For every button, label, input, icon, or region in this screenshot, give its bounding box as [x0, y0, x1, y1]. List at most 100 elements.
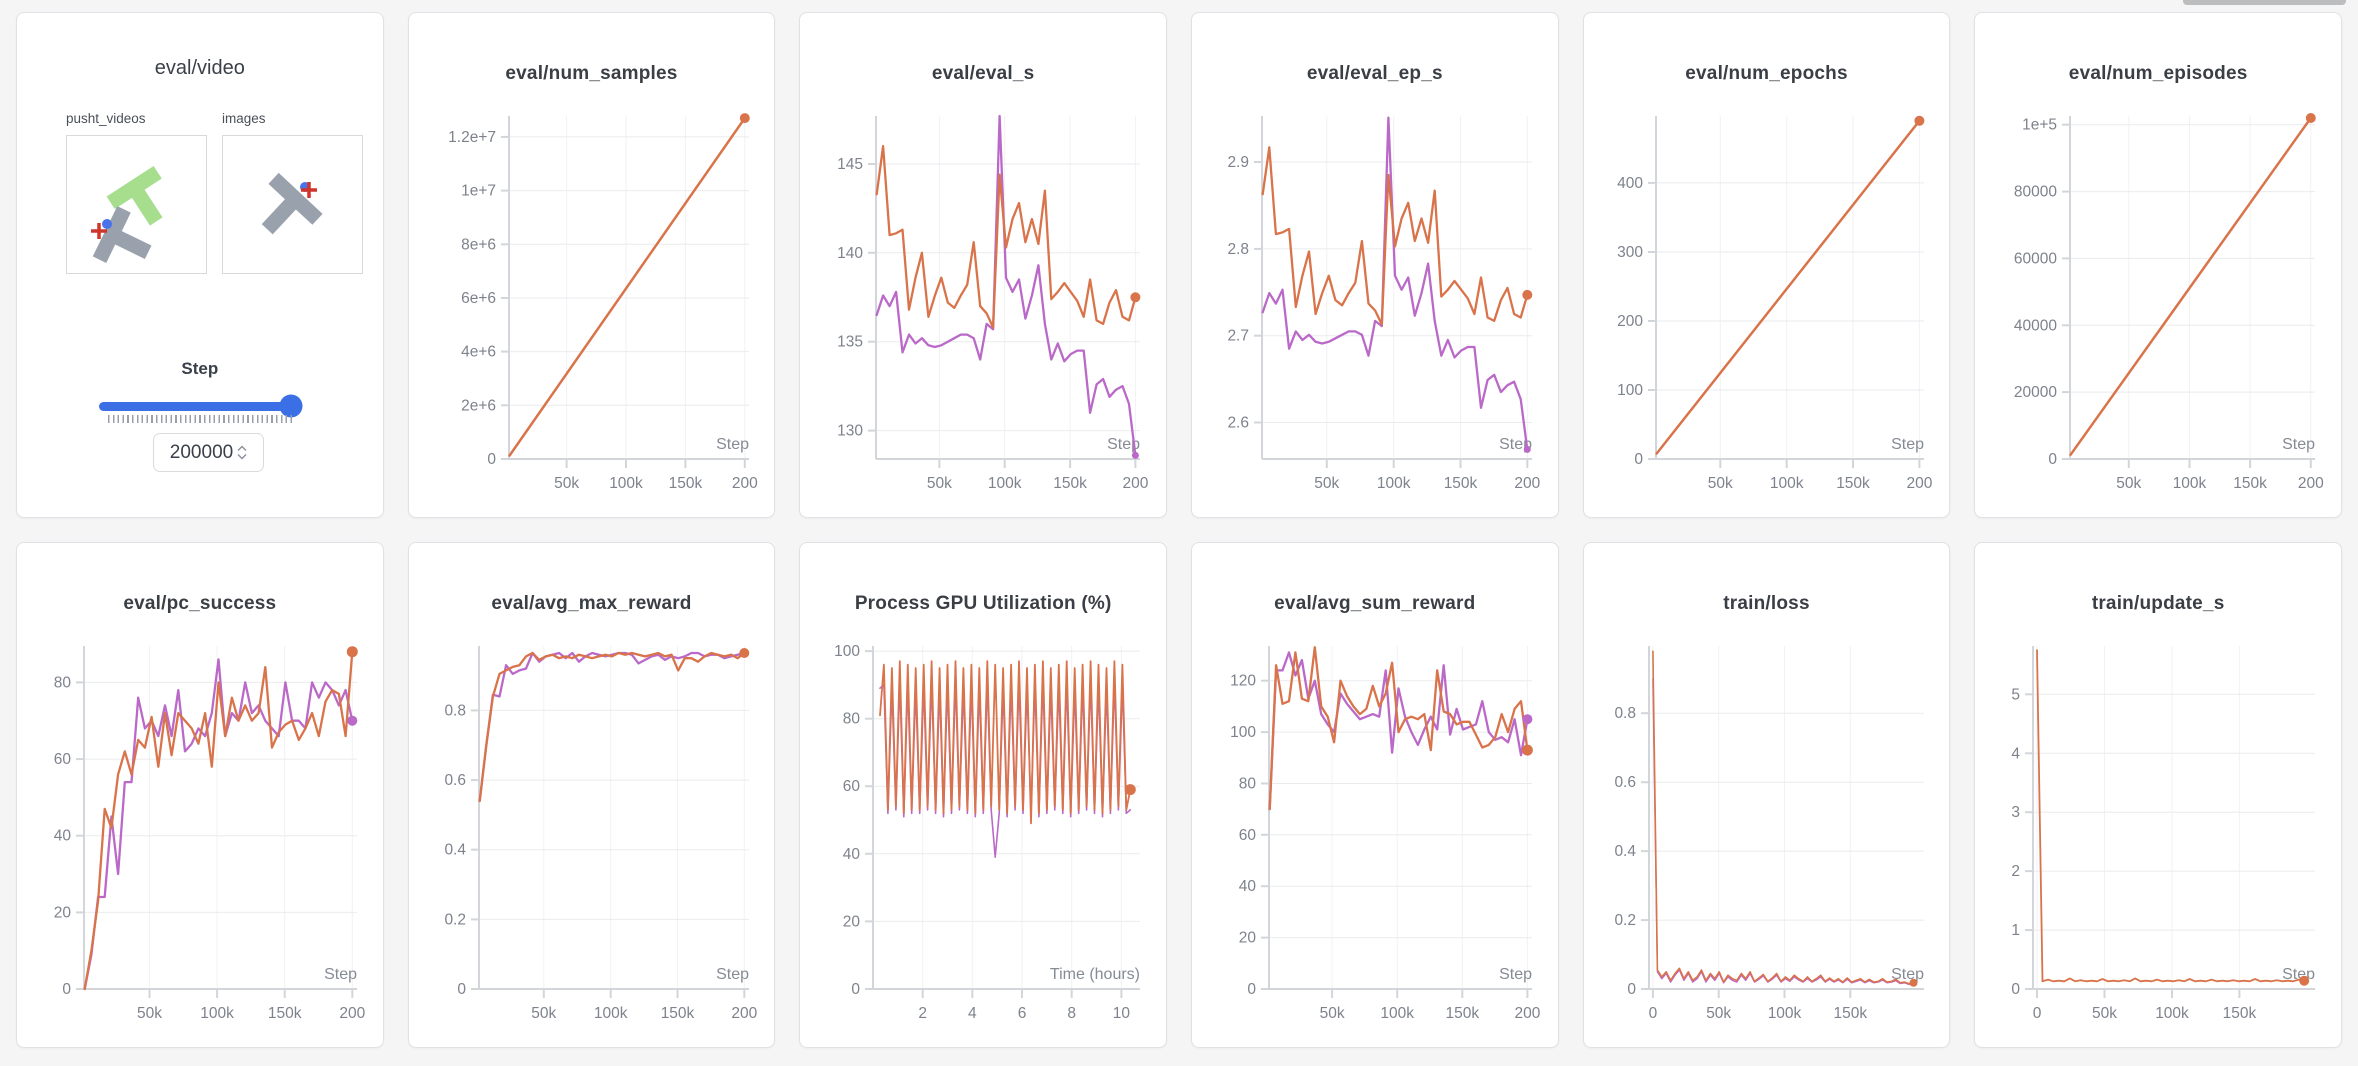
panel-eval-avg-sum-reward: eval/avg_sum_reward 50k 100k 150k 200 0 20 40 6…: [1190, 542, 1559, 1048]
step-stepper[interactable]: [237, 445, 247, 460]
svg-text:2.6: 2.6: [1227, 415, 1249, 432]
step-slider-track[interactable]: [99, 402, 301, 411]
svg-text:2.7: 2.7: [1227, 328, 1249, 345]
svg-text:20000: 20000: [2014, 384, 2057, 401]
chart-train-loss[interactable]: 0 50k 100k 150k 0 0.2 0.4 0.6 0.8 Step: [1584, 607, 1950, 1041]
svg-text:Step: Step: [1891, 436, 1924, 453]
svg-text:145: 145: [837, 156, 863, 173]
step-slider-ticks: [108, 415, 294, 423]
svg-text:0.8: 0.8: [444, 702, 466, 719]
svg-text:100k: 100k: [988, 475, 1022, 492]
chart-eval-num-samples[interactable]: 50k 100k 150k 200 0 2e+6 4e+6 6e+6 8e+6 1e+7 1.2e+…: [409, 77, 775, 511]
stepper-down-icon[interactable]: [237, 453, 247, 460]
svg-text:Step: Step: [1499, 436, 1532, 453]
panel-eval-avg-max-reward: eval/avg_max_reward 50k 100k 150k 200 0 0.2 0.…: [407, 542, 776, 1048]
step-slider-thumb[interactable]: [279, 394, 303, 418]
chart-title: eval/eval_s: [931, 63, 1035, 84]
svg-text:200: 200: [731, 1005, 757, 1022]
svg-text:150k: 150k: [1833, 1005, 1867, 1022]
svg-text:3: 3: [2012, 804, 2021, 821]
svg-text:0: 0: [1627, 981, 1636, 998]
target-cross: [301, 182, 317, 198]
chart-eval-pc-success[interactable]: 50k 100k 150k 200 0 20 40 60 80 Step: [17, 607, 383, 1041]
svg-text:40000: 40000: [2014, 317, 2057, 334]
svg-text:150k: 150k: [660, 1005, 694, 1022]
panel-train-loss: train/loss 0 50k 100k 150k 0 0.2 0.4 0.6 0.8 Step: [1582, 542, 1951, 1048]
chart-title: eval/avg_max_reward: [491, 593, 692, 614]
svg-text:Step: Step: [716, 966, 749, 983]
svg-text:0.2: 0.2: [444, 911, 466, 928]
chart-eval-eval-s[interactable]: 50k 100k 150k 200 130 135 140 145 Step: [800, 77, 1166, 511]
panel-eval-pc-success: eval/pc_success 50k 100k 150k 200 0 20 40 60 80 S…: [16, 542, 384, 1048]
svg-text:4: 4: [968, 1005, 977, 1022]
svg-text:150k: 150k: [2234, 475, 2268, 492]
svg-text:80: 80: [843, 711, 861, 728]
chart-title: eval/avg_sum_reward: [1274, 593, 1476, 614]
svg-text:40: 40: [843, 846, 861, 863]
chart-eval-num-epochs[interactable]: 50k 100k 150k 200 0 100 200 300 400 Step: [1584, 77, 1950, 511]
svg-text:100k: 100k: [1770, 475, 1804, 492]
svg-text:2e+6: 2e+6: [461, 397, 496, 414]
svg-text:0: 0: [852, 981, 861, 998]
chart-eval-avg-sum-reward[interactable]: 50k 100k 150k 200 0 20 40 60 80 100 120 Step: [1192, 607, 1558, 1041]
svg-text:0: 0: [487, 451, 496, 468]
svg-text:50k: 50k: [2092, 1005, 2117, 1022]
svg-text:1.2e+7: 1.2e+7: [448, 129, 496, 146]
svg-text:50k: 50k: [1706, 1005, 1731, 1022]
video-panel-title: eval/video: [154, 57, 245, 79]
chart-process-gpu-utilization[interactable]: 2 4 6 8 10 0 20 40 60 80 100 Time (hours): [800, 607, 1166, 1041]
block-t-shape: [261, 172, 323, 235]
svg-text:80000: 80000: [2014, 184, 2057, 201]
svg-text:150k: 150k: [1054, 475, 1088, 492]
svg-text:80: 80: [54, 674, 72, 691]
svg-text:1e+7: 1e+7: [461, 183, 496, 200]
step-value-input[interactable]: 200000: [153, 433, 264, 472]
panel-eval-num-samples: eval/num_samples 50k 100k 150k 200 0 2e+6 4e+6…: [407, 12, 776, 518]
svg-text:140: 140: [837, 245, 863, 262]
svg-text:100: 100: [1617, 382, 1643, 399]
svg-text:2: 2: [2012, 863, 2021, 880]
chart-title: train/update_s: [2091, 593, 2225, 614]
pusht-video-frame: [91, 165, 163, 263]
panel-eval-eval-s: eval/eval_s 50k 100k 150k 200 130 135 140 145 St…: [799, 12, 1167, 518]
images-thumbnail[interactable]: [222, 135, 363, 274]
svg-text:4e+6: 4e+6: [461, 344, 496, 361]
chart-train-update-s[interactable]: 0 50k 100k 150k 0 1 2 3 4 5 Step: [1975, 607, 2341, 1041]
svg-text:100k: 100k: [1377, 475, 1411, 492]
svg-text:200: 200: [1514, 475, 1540, 492]
chart-eval-num-episodes[interactable]: 50k 100k 150k 200 0 20000 40000 60000 80000 1e+5 S…: [1975, 77, 2341, 511]
svg-text:1: 1: [2012, 922, 2021, 939]
panel-train-update-s: train/update_s 0 50k 100k 150k 0 1 2 3 4 5 Step: [1974, 542, 2342, 1048]
svg-text:0: 0: [2049, 451, 2058, 468]
svg-text:2.8: 2.8: [1227, 241, 1249, 258]
goal-t-shape: [106, 165, 163, 226]
stepper-up-icon[interactable]: [237, 445, 247, 452]
panel-eval-num-episodes: eval/num_episodes 50k 100k 150k 200 0 20000 40…: [1974, 12, 2342, 518]
svg-text:20: 20: [1239, 930, 1257, 947]
chart-eval-eval-ep-s[interactable]: 50k 100k 150k 200 2.6 2.7 2.8 2.9 Step: [1192, 77, 1558, 511]
svg-text:200: 200: [339, 1005, 365, 1022]
svg-text:100k: 100k: [609, 475, 643, 492]
svg-text:400: 400: [1617, 175, 1643, 192]
panel-eval-video: eval/video pusht_videos images: [16, 12, 384, 518]
svg-text:100: 100: [834, 643, 860, 660]
svg-text:Step: Step: [1891, 966, 1924, 983]
svg-text:0: 0: [2033, 1005, 2042, 1022]
svg-text:0: 0: [457, 981, 466, 998]
horizontal-scrollbar[interactable]: [2183, 0, 2346, 5]
step-slider[interactable]: [99, 394, 303, 418]
svg-text:0: 0: [1247, 981, 1256, 998]
svg-text:2.9: 2.9: [1227, 154, 1249, 171]
svg-text:Step: Step: [716, 436, 749, 453]
svg-text:10: 10: [1113, 1005, 1131, 1022]
svg-text:40: 40: [1239, 878, 1257, 895]
svg-text:50k: 50k: [2117, 475, 2142, 492]
svg-text:50k: 50k: [1314, 475, 1339, 492]
svg-text:150k: 150k: [268, 1005, 302, 1022]
svg-text:8e+6: 8e+6: [461, 236, 496, 253]
chart-eval-avg-max-reward[interactable]: 50k 100k 150k 200 0 0.2 0.4 0.6 0.8 Step: [409, 607, 775, 1041]
svg-text:300: 300: [1617, 244, 1643, 261]
pusht-video-thumbnail[interactable]: [66, 135, 207, 274]
svg-text:0: 0: [1634, 451, 1643, 468]
